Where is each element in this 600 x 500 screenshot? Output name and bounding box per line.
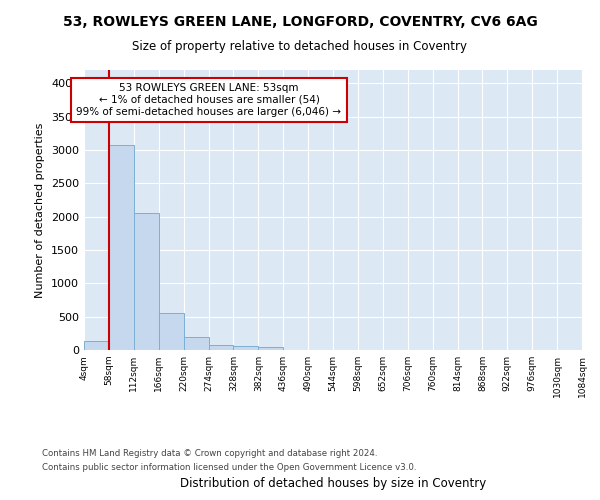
Text: Size of property relative to detached houses in Coventry: Size of property relative to detached ho… — [133, 40, 467, 53]
Text: Contains public sector information licensed under the Open Government Licence v3: Contains public sector information licen… — [42, 464, 416, 472]
Text: Distribution of detached houses by size in Coventry: Distribution of detached houses by size … — [180, 477, 486, 490]
Bar — [184, 336, 209, 350]
Text: 53 ROWLEYS GREEN LANE: 53sqm
← 1% of detached houses are smaller (54)
99% of sem: 53 ROWLEYS GREEN LANE: 53sqm ← 1% of det… — [76, 84, 341, 116]
Bar — [134, 212, 159, 350]
Bar — [233, 346, 259, 350]
Y-axis label: Number of detached properties: Number of detached properties — [35, 122, 46, 298]
Bar — [209, 345, 233, 350]
Text: Contains HM Land Registry data © Crown copyright and database right 2024.: Contains HM Land Registry data © Crown c… — [42, 448, 377, 458]
Bar — [259, 347, 283, 350]
Text: 53, ROWLEYS GREEN LANE, LONGFORD, COVENTRY, CV6 6AG: 53, ROWLEYS GREEN LANE, LONGFORD, COVENT… — [62, 15, 538, 29]
Bar — [84, 340, 109, 350]
Bar — [159, 312, 184, 350]
Bar — [109, 146, 134, 350]
